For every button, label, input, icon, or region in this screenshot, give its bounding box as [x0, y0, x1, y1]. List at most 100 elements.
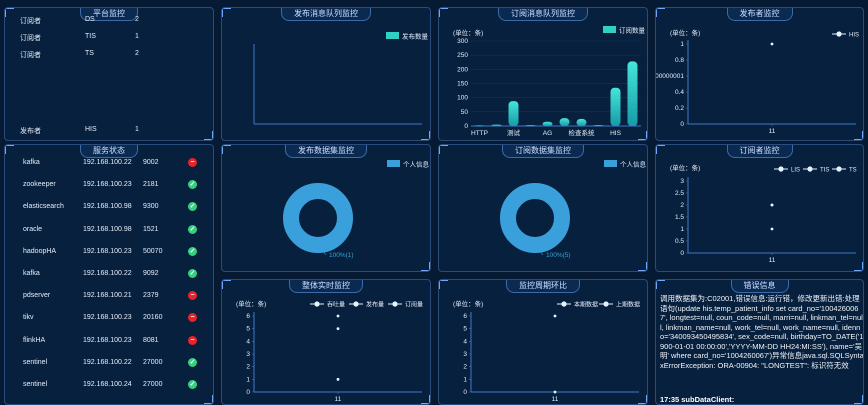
legend-label: 本期数据: [574, 300, 598, 308]
service-port: 1521: [143, 225, 159, 233]
y-unit: (单位：条): [236, 299, 266, 308]
bar: [508, 101, 519, 126]
y-tick-label: 0.6000000000000001: [655, 73, 684, 80]
platform-name: TS: [85, 50, 94, 57]
pie-slice: [500, 183, 570, 253]
service-row: sentinel 192.168.100.22 27000 ✓: [23, 354, 203, 372]
publisher-panel: 发布者监控 (单位：条) 0 0.2 0.4 0.6000000000000001 0.…: [655, 7, 864, 141]
legend-marker: [603, 301, 609, 307]
services-title: 服务状态: [80, 145, 138, 158]
cycle-chart: (单位：条) 0 1 2 3 4 5 6 11 本期数据 上期数据: [453, 299, 640, 403]
y-tick-label: 0: [463, 389, 467, 396]
y-tick-label: 5: [246, 326, 250, 333]
legend-marker: [392, 301, 398, 307]
sub-data-panel: 订阅数据集监控 个人信息 100%(5): [438, 144, 648, 272]
bar: [593, 125, 604, 127]
y-tick-label: 1.5: [675, 214, 684, 221]
y-unit: (单位：条): [453, 28, 483, 37]
y-tick-label: 3: [246, 351, 250, 358]
platform-count: 2: [135, 50, 139, 57]
service-row: elasticsearch 192.168.100.98 9300 ✓: [23, 198, 203, 216]
legend-label: 个人信息: [403, 160, 430, 169]
x-tick-label: HTTP: [471, 130, 488, 137]
service-name: zookeeper: [23, 181, 56, 189]
platform-name: DS: [85, 16, 95, 23]
platform-title: 平台监控: [80, 8, 138, 21]
x-tick-label: 测试: [507, 128, 521, 137]
legend-marker: [561, 301, 567, 307]
data-point: [553, 314, 557, 318]
service-name: hadoopHA: [23, 247, 57, 255]
publisher-chart: (单位：条) 00.20.40.60000000000000010.8111HI…: [655, 28, 859, 135]
platform-role: 订阅者: [20, 18, 41, 25]
service-port: 8081: [143, 336, 159, 344]
sub-queue-title: 订阅消息队列监控: [498, 8, 588, 21]
service-port: 27000: [143, 381, 163, 388]
platform-role: 订阅者: [20, 52, 41, 59]
y-tick-label: 3: [680, 178, 684, 185]
service-name: tikv: [23, 314, 34, 322]
pub-data-panel: 发布数据集监控 个人信息 100%(1): [221, 144, 431, 272]
pub-queue-panel: 发布消息队列监控 发布数量: [221, 7, 431, 141]
legend-label: 上期数据: [616, 300, 640, 308]
error-message: 调用数据集为:C02001,错误信息:运行错，修改更新出错:处理语句(updat…: [660, 294, 864, 370]
y-tick-label: 150: [457, 81, 468, 88]
data-point: [770, 203, 774, 207]
publisher-title: 发布者监控: [726, 8, 793, 21]
service-name: flinkHA: [23, 336, 46, 344]
legend-marker: [778, 166, 784, 172]
service-port: 27000: [143, 358, 163, 366]
pie-label: 100%(1): [329, 252, 354, 259]
legend-label: 发布数量: [402, 32, 429, 41]
service-ip: 192.168.100.23: [83, 336, 132, 344]
service-row: flinkHA 192.168.100.23 8081 −: [23, 332, 203, 350]
overall-title: 整体实时监控: [289, 280, 363, 293]
x-tick-label: 11: [769, 257, 776, 264]
overall-chart: (单位：条) 0 1 2 3 4 5 6 11 吞吐量 发布量 订阅量: [236, 299, 423, 403]
y-tick-label: 0: [680, 121, 684, 128]
subscriber-title: 订阅者监控: [726, 145, 793, 158]
legend-marker: [836, 31, 842, 37]
bar: [525, 125, 536, 127]
platform-name: TIS: [85, 33, 96, 40]
service-row: tikv 192.168.100.23 20160 −: [23, 309, 203, 327]
service-port: 2181: [143, 181, 159, 189]
y-unit: (单位：条): [453, 299, 483, 308]
y-tick-label: 0.2: [675, 105, 684, 112]
status-ok-icon: ✓: [188, 380, 197, 389]
y-tick-label: 0.8: [675, 57, 684, 64]
y-tick-label: 4: [246, 338, 250, 345]
status-down-icon: −: [188, 335, 197, 345]
platform-count: 1: [135, 33, 139, 40]
y-tick-label: 100: [457, 95, 468, 102]
pie-label-line: [317, 244, 327, 256]
data-point: [336, 314, 340, 318]
bar: [474, 125, 485, 127]
platform-panel: 平台监控 订阅者 DS 2 订阅者 TIS 1 订阅者 TS 2 发布者 HIS…: [4, 7, 214, 141]
legend-label: TIS: [820, 167, 829, 173]
platform-role: 发布者: [20, 128, 41, 135]
bar: [491, 124, 502, 126]
pub-data-chart: 个人信息 100%(1): [283, 160, 430, 259]
cycle-title: 监控周期环比: [506, 280, 580, 293]
status-ok-icon: ✓: [188, 202, 197, 212]
legend-label: 发布量: [366, 300, 384, 308]
sub-data-title: 订阅数据集监控: [502, 145, 584, 158]
subscriber-panel: 订阅者监控 (单位：条) 0 0.5 1 1.5 2 2.5 3 11 LIS TIS TS: [655, 144, 864, 272]
platform-count: 2: [135, 16, 139, 23]
sub-data-chart: 个人信息 100%(5): [500, 160, 647, 259]
service-name: oracle: [23, 225, 43, 233]
error-footer: 17:35 subDataClient:: [660, 395, 735, 404]
service-row: hadoopHA 192.168.100.23 50070 ✓: [23, 243, 203, 261]
service-port: 2379: [143, 292, 159, 300]
service-port: 9300: [143, 203, 159, 211]
service-ip: 192.168.100.21: [83, 292, 132, 300]
data-point: [336, 327, 340, 331]
data-point: [553, 390, 557, 394]
y-tick-label: 0: [246, 389, 250, 396]
y-tick-label: 2: [246, 364, 250, 371]
y-tick-label: 50: [461, 109, 469, 116]
y-tick-label: 1: [680, 41, 684, 48]
service-ip: 192.168.100.22: [83, 270, 132, 277]
data-point: [336, 377, 340, 381]
